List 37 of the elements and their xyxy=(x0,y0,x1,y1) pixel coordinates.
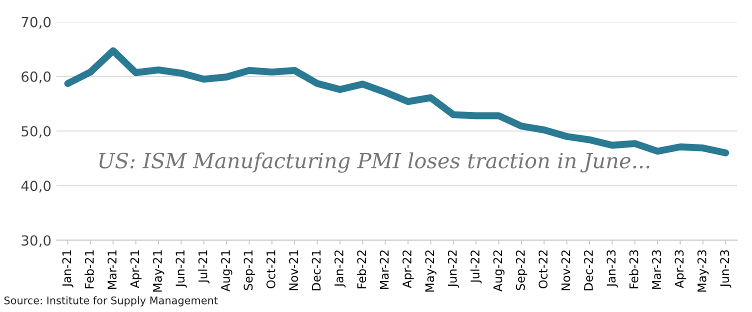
x-tick-label: Mar-23 xyxy=(652,250,661,289)
source-note: Source: Institute for Supply Management xyxy=(4,296,218,306)
y-tick-label: 50,0 xyxy=(22,126,51,138)
x-tick-label: Jun-22 xyxy=(448,250,460,288)
x-tick-label: Oct-21 xyxy=(266,250,276,288)
x-tick-label: May-22 xyxy=(425,250,436,292)
x-tick-label: Aug-21 xyxy=(221,250,232,292)
x-tick-label: Nov-22 xyxy=(561,250,570,290)
x-tick-label: Sep-22 xyxy=(516,250,528,290)
x-tick-label: Jun-21 xyxy=(176,250,187,288)
x-tick-label: May-23 xyxy=(697,250,709,292)
annotation: US: ISM Manufacturing PMI loses traction in June... xyxy=(100,152,650,173)
x-tick-label: Apr-21 xyxy=(130,250,142,288)
x-tick-label: Jul-22 xyxy=(470,250,482,284)
y-tick-label: 60,0 xyxy=(22,71,51,84)
y-tick-label: 30,0 xyxy=(22,235,51,248)
x-tick-label: Feb-21 xyxy=(84,250,94,288)
x-tick-label: Jul-21 xyxy=(198,250,210,284)
y-tick-label: 70,0 xyxy=(22,16,51,29)
x-tick-label: Dec-22 xyxy=(584,250,593,290)
x-tick-label: Feb-23 xyxy=(629,250,638,288)
y-tick-label: 40,0 xyxy=(21,180,51,193)
x-tick-label: Oct-22 xyxy=(538,250,548,288)
x-tick-label: May-21 xyxy=(152,250,164,292)
x-tick-label: Aug-22 xyxy=(493,250,504,292)
x-tick-label: Nov-21 xyxy=(289,250,298,290)
x-tick-label: Sep-21 xyxy=(244,250,255,290)
x-tick-label: Mar-22 xyxy=(380,250,389,289)
x-tick-label: Apr-22 xyxy=(402,250,414,288)
x-tick-label: Jan-21 xyxy=(62,250,74,288)
x-tick-label: Jan-22 xyxy=(334,250,346,288)
x-tick-label: Jan-23 xyxy=(606,250,618,288)
x-tick-label: Apr-23 xyxy=(674,250,686,288)
x-tick-label: Mar-21 xyxy=(108,250,117,289)
x-tick-label: Dec-21 xyxy=(312,250,321,290)
x-tick-label: Feb-22 xyxy=(356,250,366,288)
x-tick-label: Jun-23 xyxy=(720,250,732,288)
